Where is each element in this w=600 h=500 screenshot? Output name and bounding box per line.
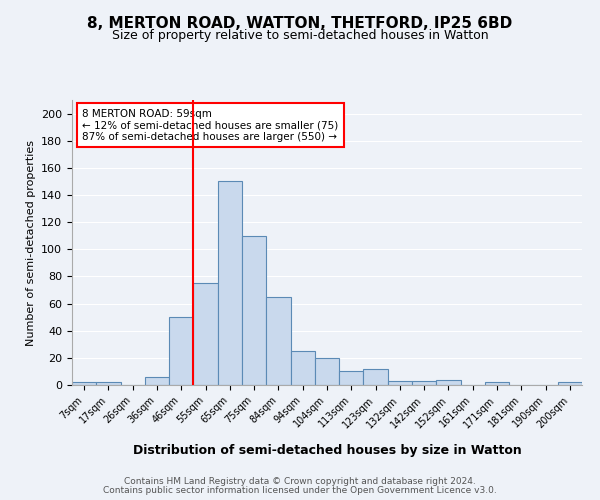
Text: Size of property relative to semi-detached houses in Watton: Size of property relative to semi-detach…: [112, 29, 488, 42]
Bar: [72, 382, 96, 385]
Bar: [558, 382, 582, 385]
Bar: [436, 380, 461, 385]
Text: Contains HM Land Registry data © Crown copyright and database right 2024.: Contains HM Land Registry data © Crown c…: [124, 477, 476, 486]
Y-axis label: Number of semi-detached properties: Number of semi-detached properties: [26, 140, 35, 346]
Bar: [266, 297, 290, 385]
Bar: [169, 317, 193, 385]
Text: 8, MERTON ROAD, WATTON, THETFORD, IP25 6BD: 8, MERTON ROAD, WATTON, THETFORD, IP25 6…: [88, 16, 512, 31]
Bar: [339, 372, 364, 385]
Bar: [315, 358, 339, 385]
Bar: [485, 382, 509, 385]
Text: Contains public sector information licensed under the Open Government Licence v3: Contains public sector information licen…: [103, 486, 497, 495]
Bar: [145, 377, 169, 385]
Bar: [364, 368, 388, 385]
Text: 8 MERTON ROAD: 59sqm
← 12% of semi-detached houses are smaller (75)
87% of semi-: 8 MERTON ROAD: 59sqm ← 12% of semi-detac…: [82, 108, 338, 142]
Bar: [412, 381, 436, 385]
Bar: [193, 283, 218, 385]
Bar: [388, 381, 412, 385]
Bar: [96, 382, 121, 385]
Bar: [218, 182, 242, 385]
X-axis label: Distribution of semi-detached houses by size in Watton: Distribution of semi-detached houses by …: [133, 444, 521, 456]
Bar: [290, 351, 315, 385]
Bar: [242, 236, 266, 385]
